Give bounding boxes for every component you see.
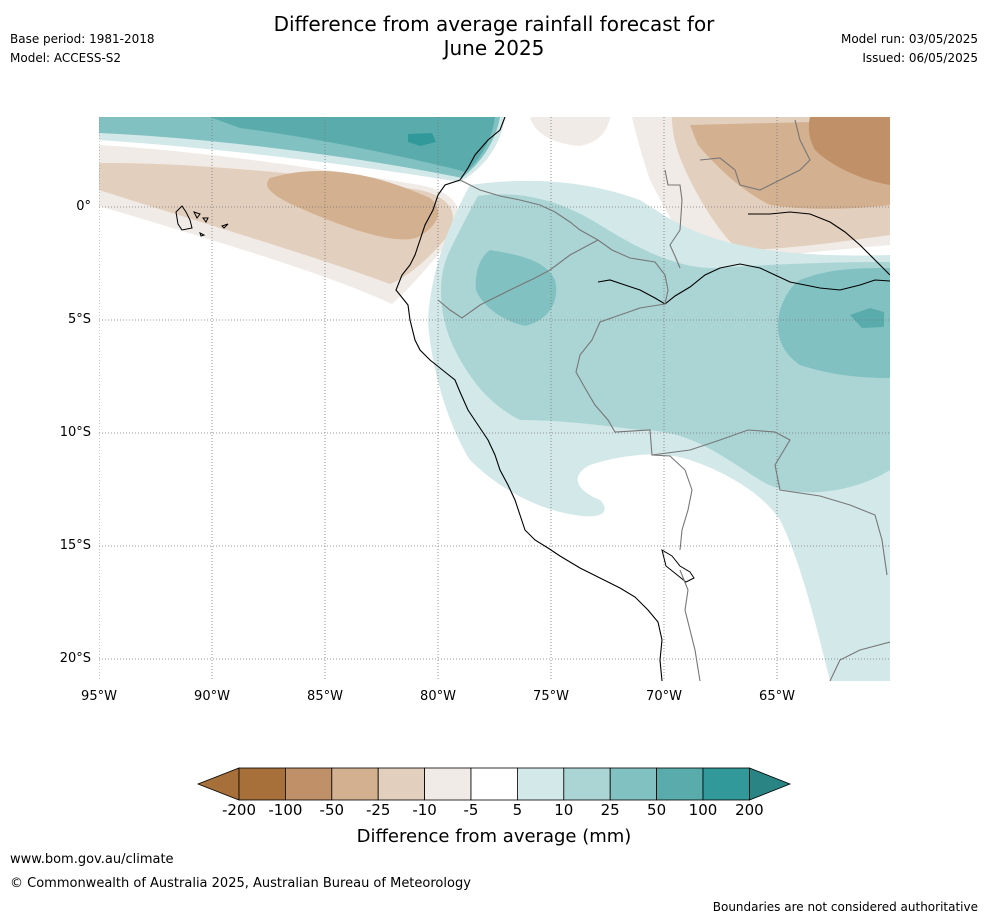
dry-region-light-north [530,117,610,146]
colorbar-extend-low [196,767,240,801]
colorbar-segment [377,767,426,801]
dry-region-50-west [267,170,439,240]
wet-region-50-north [210,117,495,172]
coastline [395,117,663,681]
colorbar-title: Difference from average (mm) [356,826,632,847]
wet-region-100-north [408,133,436,146]
colorbar-tick-label: 25 [600,801,620,819]
longitude-label: 65°W [759,689,795,704]
colorbar-segment [284,767,333,801]
colorbar-segment [609,767,658,801]
colorbar-tick-label: 200 [735,801,764,819]
longitude-label: 90°W [194,689,230,704]
map-title-line1: Difference from average rainfall forecas… [273,12,715,36]
colorbar-tick-label: 5 [512,801,523,819]
longitude-label: 95°W [81,689,117,704]
footer-disclaimer: Boundaries are not considered authoritat… [712,900,978,914]
colorbar-tick-label: -100 [268,801,303,819]
map-title: Difference from average rainfall forecas… [0,12,988,60]
map-area [99,117,890,681]
latitude-label: 0° [76,199,91,214]
latitude-label: 20°S [59,651,91,666]
galapagos-islands [175,205,229,237]
longitude-label: 70°W [646,689,682,704]
country-borders [437,119,890,681]
latitude-label: 10°S [59,425,91,440]
colorbar-tick-label: 100 [688,801,718,819]
northern-coast [748,211,890,276]
latitude-label: 5°S [67,312,91,327]
colorbar-extend-high [749,767,792,801]
wet-region-50-amazon-east [850,308,884,328]
colorbar [196,767,792,801]
wet-region-10-amazon [440,194,890,493]
footer-copyright: © Commonwealth of Australia 2025, Austra… [10,876,471,891]
colorbar-segment [517,767,565,801]
wet-region-25-amazon-west [475,250,557,326]
colorbar-segment [702,767,750,801]
colorbar-segment [424,767,472,801]
amazon-river [597,263,890,305]
base-period-text: Base period: 1981-2018 [10,32,155,46]
longitude-label: 85°W [307,689,343,704]
colorbar-tick-label: -25 [365,801,391,819]
colorbar-tick-label: -5 [463,801,479,819]
latitude-label: 15°S [59,538,91,553]
dry-region-100-east [808,117,890,185]
issued-text: Issued: 06/05/2025 [862,51,978,65]
model-text: Model: ACCESS-S2 [10,51,122,65]
colorbar-tick-label: -10 [412,801,437,819]
footer-url[interactable]: www.bom.gov.au/climate [10,852,174,867]
colorbar-segment [331,767,379,801]
colorbar-segment [238,767,286,801]
longitude-label: 80°W [420,689,456,704]
colorbar-tick-label: 10 [554,801,574,819]
colorbar-segment [563,767,611,801]
colorbar-tick-label: -200 [221,801,257,819]
wet-region-25-amazon-east [777,268,890,378]
longitude-label: 75°W [533,689,569,704]
colorbar-tick-label: 50 [647,801,667,819]
colorbar-segment [470,767,518,801]
colorbar-segment [656,767,704,801]
colorbar-tick-label: -50 [319,801,345,819]
map-title-line2: June 2025 [443,36,545,60]
graticule [99,117,890,681]
lake-titicaca [661,548,695,583]
model-run-text: Model run: 03/05/2025 [840,32,978,46]
